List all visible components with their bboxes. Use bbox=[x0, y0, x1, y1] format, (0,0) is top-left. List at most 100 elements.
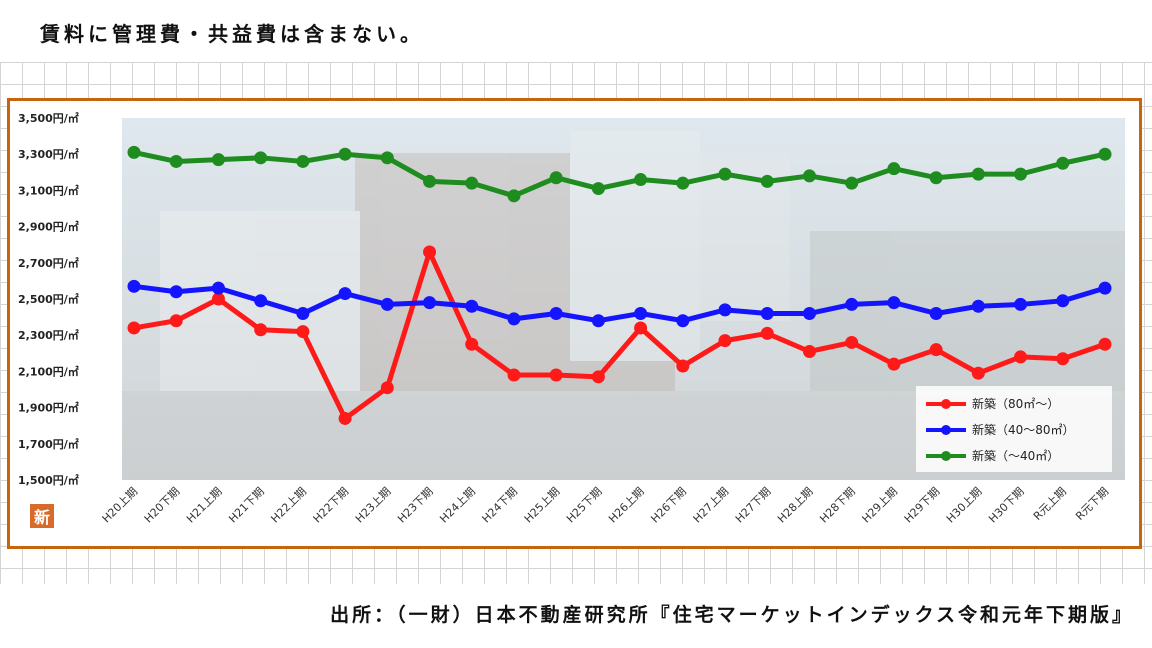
x-tick-label: H26上期 bbox=[606, 485, 647, 526]
data-point bbox=[549, 306, 563, 320]
data-point bbox=[423, 296, 437, 310]
x-tick-label: H21上期 bbox=[184, 485, 225, 526]
data-point bbox=[507, 368, 521, 382]
data-point bbox=[971, 167, 985, 181]
data-point bbox=[380, 297, 394, 311]
x-tick-label: H25下期 bbox=[564, 485, 605, 526]
data-point bbox=[718, 303, 732, 317]
x-tick-label: H26下期 bbox=[648, 485, 689, 526]
source-text: 出所：（一財）日本不動産研究所『住宅マーケットインデックス令和元年下期版』 bbox=[330, 604, 1134, 626]
x-tick-label: H21下期 bbox=[226, 485, 267, 526]
data-point bbox=[676, 176, 690, 190]
x-tick-label: H30上期 bbox=[944, 485, 985, 526]
line-chart: 3,500円/㎡ 3,300円/㎡ 3,100円/㎡ 2,900円/㎡ 2,700円/㎡… bbox=[18, 111, 1125, 526]
data-point bbox=[127, 279, 141, 293]
data-point bbox=[338, 287, 352, 301]
x-tick-label: H28上期 bbox=[775, 485, 816, 526]
y-tick-label: 2,100円/㎡ bbox=[18, 364, 79, 378]
x-tick-label: H20上期 bbox=[100, 485, 141, 526]
data-point bbox=[591, 182, 605, 196]
y-tick-label: 2,900円/㎡ bbox=[18, 220, 79, 234]
x-tick-label: H22下期 bbox=[311, 485, 352, 526]
data-point bbox=[887, 357, 901, 371]
data-point bbox=[254, 323, 268, 337]
y-tick-label: 1,900円/㎡ bbox=[18, 401, 79, 415]
data-point bbox=[1098, 281, 1112, 295]
y-tick-label: 2,700円/㎡ bbox=[18, 256, 79, 270]
chart-frame: 3,500円/㎡ 3,300円/㎡ 3,100円/㎡ 2,900円/㎡ 2,700円/㎡… bbox=[7, 98, 1142, 549]
logo-icon: 新 bbox=[30, 504, 54, 528]
x-tick-label: H28下期 bbox=[817, 485, 858, 526]
data-point bbox=[802, 344, 816, 358]
series-line bbox=[133, 149, 1106, 199]
data-point bbox=[929, 343, 943, 357]
data-point bbox=[549, 171, 563, 185]
data-point bbox=[1056, 294, 1070, 308]
data-point bbox=[211, 292, 225, 306]
data-point bbox=[929, 306, 943, 320]
data-point bbox=[465, 176, 479, 190]
series-line bbox=[133, 249, 1106, 421]
data-point bbox=[211, 153, 225, 167]
note-text: 賃料に管理費・共益費は含まない。 bbox=[40, 22, 424, 46]
data-point bbox=[845, 176, 859, 190]
x-tick-label: H24上期 bbox=[437, 485, 478, 526]
x-tick-label: H25上期 bbox=[522, 485, 563, 526]
data-point bbox=[465, 299, 479, 313]
data-point bbox=[887, 296, 901, 310]
data-point bbox=[971, 299, 985, 313]
data-point bbox=[169, 154, 183, 168]
x-tick-label: H22上期 bbox=[268, 485, 309, 526]
data-point bbox=[760, 326, 774, 340]
data-point bbox=[127, 145, 141, 159]
data-point bbox=[380, 151, 394, 165]
data-point bbox=[845, 297, 859, 311]
data-point bbox=[1098, 147, 1112, 161]
data-point bbox=[296, 325, 310, 339]
series-layer bbox=[127, 145, 1112, 425]
data-point bbox=[634, 173, 648, 187]
data-point bbox=[802, 169, 816, 183]
x-tick-label: H29上期 bbox=[860, 485, 901, 526]
data-point bbox=[380, 381, 394, 395]
data-point bbox=[465, 337, 479, 351]
data-point bbox=[845, 335, 859, 349]
series-line bbox=[133, 283, 1106, 324]
x-tick-label: R元下期 bbox=[1073, 485, 1111, 523]
data-point bbox=[127, 321, 141, 335]
y-tick-label: 1,700円/㎡ bbox=[18, 437, 79, 451]
data-point bbox=[1056, 352, 1070, 366]
data-point bbox=[211, 281, 225, 295]
x-tick-label: H27下期 bbox=[733, 485, 774, 526]
data-point bbox=[802, 306, 816, 320]
data-point bbox=[929, 171, 943, 185]
y-tick-label: 3,500円/㎡ bbox=[18, 111, 79, 125]
x-tick-label: H30下期 bbox=[986, 485, 1027, 526]
data-point bbox=[423, 174, 437, 188]
data-point bbox=[676, 359, 690, 373]
data-point bbox=[591, 370, 605, 384]
y-tick-label: 1,500円/㎡ bbox=[18, 473, 79, 487]
x-tick-label: H20下期 bbox=[142, 485, 183, 526]
y-tick-label: 3,100円/㎡ bbox=[18, 183, 79, 197]
x-tick-label: H27上期 bbox=[691, 485, 732, 526]
data-point bbox=[887, 162, 901, 176]
data-point bbox=[718, 334, 732, 348]
data-point bbox=[591, 314, 605, 328]
data-point bbox=[296, 154, 310, 168]
legend-label: 新築（40～80㎡） bbox=[972, 422, 1075, 437]
y-tick-label: 2,300円/㎡ bbox=[18, 328, 79, 342]
data-point bbox=[169, 285, 183, 299]
data-point bbox=[676, 314, 690, 328]
data-point bbox=[634, 306, 648, 320]
data-point bbox=[507, 312, 521, 326]
data-point bbox=[1014, 167, 1028, 181]
data-point bbox=[1014, 297, 1028, 311]
x-axis: H20上期 H20下期 H21上期 H21下期 H22上期 H22下期 H23上期 H23下期… bbox=[100, 485, 1112, 526]
y-axis: 3,500円/㎡ 3,300円/㎡ 3,100円/㎡ 2,900円/㎡ 2,700円/㎡… bbox=[18, 111, 79, 487]
x-tick-label: H29下期 bbox=[902, 485, 943, 526]
data-point bbox=[760, 306, 774, 320]
legend-label: 新築（～40㎡） bbox=[972, 448, 1059, 463]
y-tick-label: 3,300円/㎡ bbox=[18, 147, 79, 161]
data-point bbox=[634, 321, 648, 335]
